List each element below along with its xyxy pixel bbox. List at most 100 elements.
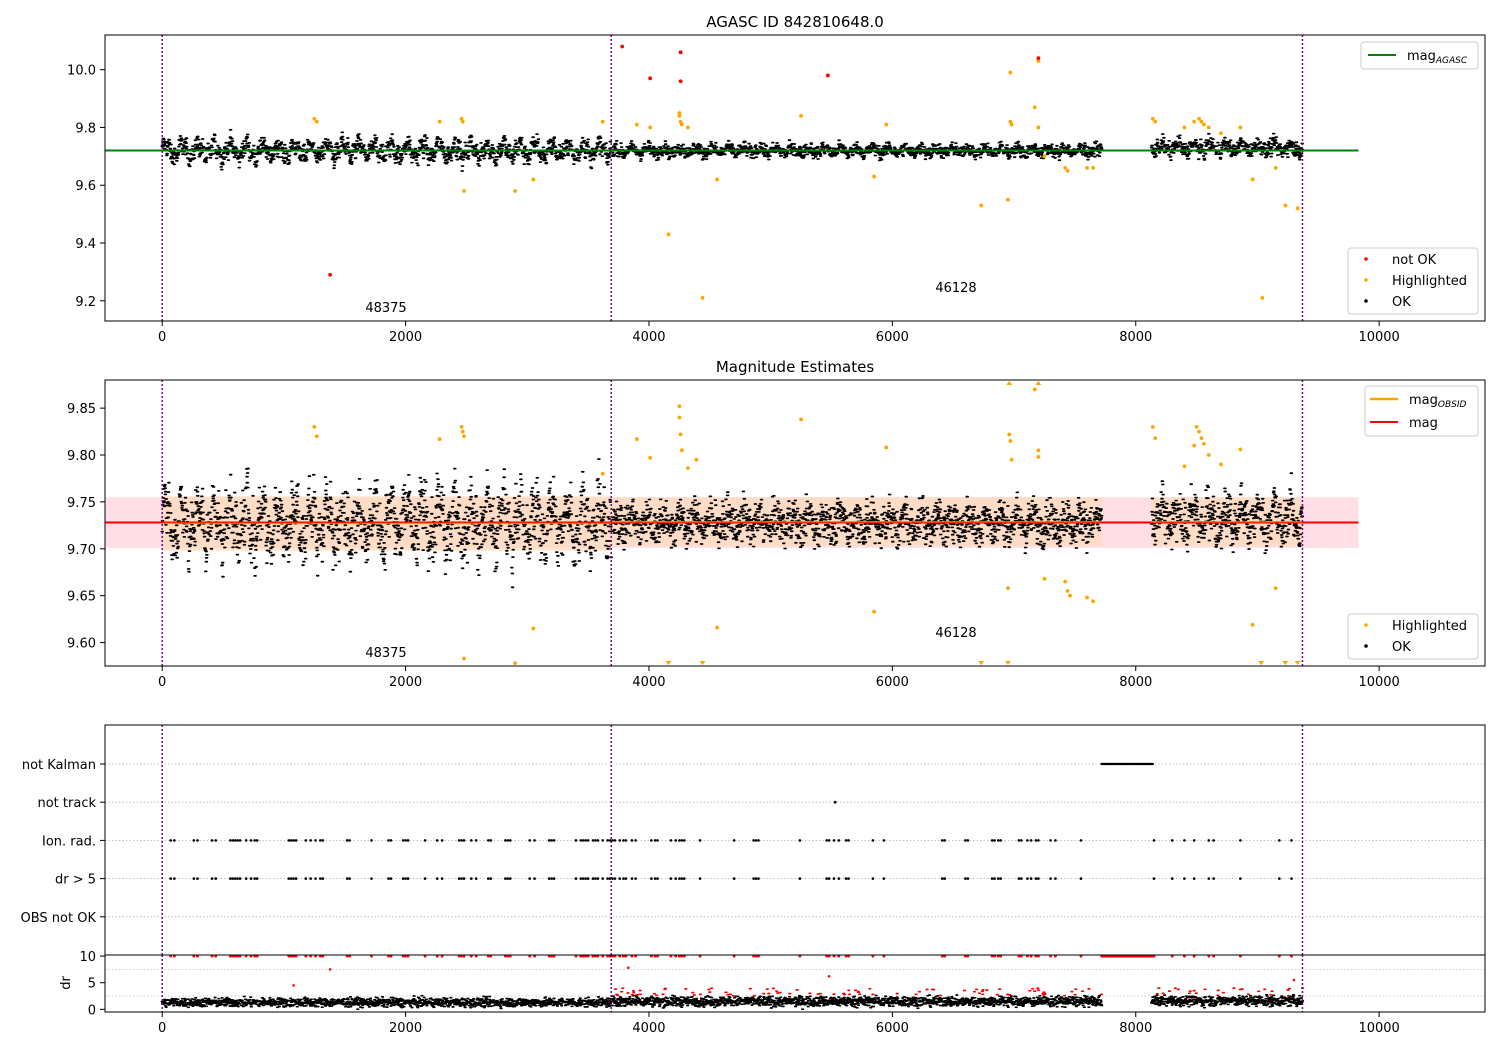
highlighted-point [462, 656, 466, 661]
flag-point [847, 839, 850, 842]
panel1-title: AGASC ID 842810648.0 [706, 13, 884, 31]
flag-point [1026, 839, 1029, 842]
highlighted-point [1008, 439, 1013, 443]
legend-label-mag: mag [1409, 416, 1438, 431]
highlighted-point [1260, 295, 1265, 300]
flag-point [289, 877, 293, 880]
highlighted-point [1009, 122, 1014, 127]
flag-point [581, 877, 585, 880]
flag-point [594, 877, 597, 880]
highlighted-point [1063, 579, 1068, 584]
ok-points [160, 458, 1305, 589]
flag-point [249, 839, 253, 842]
flag-point [1192, 839, 1196, 842]
flag-point [404, 877, 407, 880]
flag-label: Ion. rad. [42, 834, 96, 849]
flag-point [214, 839, 218, 842]
panel4-plot-area [105, 954, 1485, 1012]
dr-flagged-points [613, 987, 1305, 997]
flag-point [469, 877, 473, 880]
y-tick-label: 9.4 [75, 237, 96, 252]
legend-label-highlighted: Highlighted [1392, 619, 1467, 634]
highlighted-point [1192, 443, 1197, 448]
highlighted-point [1042, 154, 1047, 159]
flag-point [460, 877, 463, 880]
legend-box [1347, 613, 1479, 660]
flag-point [680, 877, 684, 880]
offscale-high-marker [1035, 381, 1042, 385]
flag-point [304, 877, 308, 880]
y-tick-label: 10 [79, 950, 96, 965]
flag-point [231, 877, 235, 880]
flag-point [1239, 839, 1242, 842]
legend-marker-ok [1364, 299, 1368, 303]
flag-point [249, 877, 253, 880]
highlighted-point [1250, 622, 1255, 627]
flag-point [173, 839, 176, 842]
flag-point [999, 877, 1002, 880]
dr-panel: 0 5 10 0 2000 4000 6000 8000 10000 dr [59, 950, 1486, 1036]
flag-point [1170, 839, 1174, 842]
panel4-y-axis: 0 5 10 [79, 950, 105, 1018]
flag-point [827, 877, 831, 880]
flag-point [754, 839, 758, 842]
flag-point [287, 877, 291, 880]
offscale-low-marker [699, 661, 706, 665]
flag-point [1290, 839, 1293, 842]
panel1-axes-frame [104, 34, 1486, 322]
panel1-obsid-label-46128: 46128 [935, 281, 976, 296]
offscale-low-marker [1282, 661, 1289, 665]
flag-point [1152, 839, 1156, 842]
flag-point [825, 839, 828, 842]
flag-point [440, 839, 444, 842]
flag-point [345, 877, 349, 880]
flag-point [348, 877, 351, 880]
flag-point [508, 839, 512, 842]
y-tick-label: 9.2 [75, 295, 96, 310]
highlighted-point [1199, 119, 1204, 124]
legend-label-highlighted: Highlighted [1392, 274, 1467, 289]
x-tick-label: 2000 [389, 330, 422, 345]
flag-point [993, 877, 996, 880]
highlighted-point [872, 174, 877, 179]
highlighted-point [872, 609, 877, 614]
highlighted-point [634, 437, 639, 441]
flag-point [698, 877, 702, 880]
flag-point [656, 839, 659, 842]
flag-point [698, 839, 702, 842]
flag-point [624, 839, 628, 842]
flag-point [596, 839, 600, 842]
flag-point [999, 839, 1002, 842]
highlighted-point [677, 415, 682, 420]
y-tick-label: 9.80 [67, 449, 96, 464]
not-ok-point [648, 76, 653, 81]
panel2-y-axis: 9.60 9.65 9.70 9.75 9.80 9.85 [67, 402, 105, 652]
flag-point [1037, 839, 1040, 842]
panel2-obsid-label-46128: 46128 [935, 626, 976, 641]
highlighted-point [648, 125, 653, 130]
flag-point [229, 839, 232, 842]
highlighted-point [715, 177, 720, 182]
flag-point [309, 839, 312, 842]
highlighted-point [1036, 59, 1041, 63]
flag-point [435, 877, 439, 880]
flag-point [990, 839, 994, 842]
flag-point [423, 877, 427, 880]
highlighted-point [1206, 453, 1211, 457]
panel2-x-axis: 0 2000 4000 6000 8000 10000 [158, 666, 1400, 690]
flag-point [798, 877, 802, 880]
panel2-title: Magnitude Estimates [716, 358, 874, 376]
flag-point [196, 877, 199, 880]
flag-point [757, 839, 760, 842]
flag-point [196, 839, 199, 842]
flag-point [1054, 877, 1057, 880]
offscale-low-marker [665, 661, 672, 665]
highlighted-point [1036, 454, 1041, 459]
flag-point [504, 877, 507, 880]
flag-point [584, 877, 587, 880]
flag-point [401, 839, 405, 842]
flag-point [832, 839, 836, 842]
x-tick-label: 6000 [876, 330, 909, 345]
highlighted-point [459, 424, 464, 429]
highlighted-point [1150, 116, 1155, 121]
